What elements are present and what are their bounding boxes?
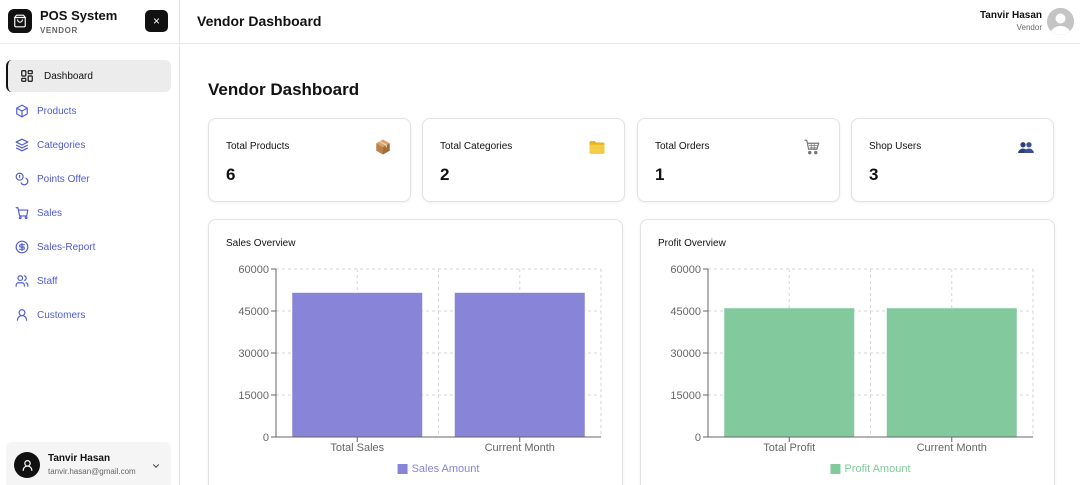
close-sidebar-button[interactable]: × [145, 10, 168, 32]
stat-label: Total Categories [440, 141, 513, 152]
chevron-down-icon [151, 458, 161, 476]
sidebar-nav: Dashboard Products Categories Points Off… [0, 60, 180, 332]
stat-card-total-categories: Total Categories 2 [422, 118, 625, 202]
avatar [14, 452, 40, 478]
legend-swatch [397, 464, 408, 474]
user-email: tanvir.hasan@gmail.com [48, 467, 136, 476]
people-icon [1017, 138, 1035, 156]
sidebar-item-label: Dashboard [44, 70, 93, 82]
sidebar-item-sales[interactable]: Sales [0, 196, 180, 230]
header-user-role: Vendor [1016, 23, 1042, 32]
grid-icon [19, 68, 35, 84]
sidebar-item-categories[interactable]: Categories [0, 128, 180, 162]
sidebar-item-label: Customers [37, 309, 86, 321]
sidebar-item-products[interactable]: Products [0, 94, 180, 128]
users-icon [14, 273, 30, 289]
cart-icon [14, 205, 30, 221]
shopping-cart-icon [803, 138, 821, 156]
box-icon [14, 103, 30, 119]
header-title: Vendor Dashboard [197, 13, 322, 29]
stat-card-total-products: Total Products 6 [208, 118, 411, 202]
chart-title: Profit Overview [658, 238, 726, 249]
y-tick-label: 60000 [670, 264, 701, 276]
stat-value: 2 [440, 165, 450, 184]
stat-label: Shop Users [869, 141, 922, 152]
layers-icon [14, 137, 30, 153]
user-icon [14, 307, 30, 323]
legend-swatch [830, 464, 841, 474]
y-tick-label: 15000 [238, 390, 269, 402]
sidebar-user-menu[interactable]: Tanvir Hasan tanvir.hasan@gmail.com [6, 442, 171, 485]
stat-value: 3 [869, 165, 879, 184]
sidebar-item-label: Sales [37, 207, 63, 219]
sidebar-item-dashboard[interactable]: Dashboard [6, 60, 171, 92]
stat-card-shop-users: Shop Users 3 [851, 118, 1054, 202]
sidebar-item-label: Categories [37, 139, 86, 151]
y-tick-label: 60000 [238, 264, 269, 276]
stat-value: 1 [655, 165, 665, 184]
coins-icon [14, 171, 30, 187]
package-icon [374, 138, 392, 156]
sidebar-item-points-offer[interactable]: Points Offer [0, 162, 180, 196]
dollar-circle-icon [14, 239, 30, 255]
sidebar-item-label: Products [37, 105, 77, 117]
sidebar-item-label: Sales-Report [37, 241, 96, 253]
sidebar-item-sales-report[interactable]: Sales-Report [0, 230, 180, 264]
x-tick-label: Total Sales [330, 442, 384, 454]
x-tick-label: Current Month [917, 442, 987, 454]
x-tick-label: Total Profit [763, 442, 815, 454]
profit-overview-card: Profit Overview 0 15000 30000 45000 60000 Tot… [640, 219, 1055, 485]
x-tick-label: Current Month [485, 442, 555, 454]
bar-current-month [886, 308, 1017, 437]
y-tick-label: 45000 [670, 306, 701, 318]
user-name: Tanvir Hasan [48, 453, 111, 464]
y-tick-label: 0 [263, 432, 269, 444]
stat-card-total-orders: Total Orders 1 [637, 118, 840, 202]
y-tick-label: 0 [695, 432, 701, 444]
sidebar-item-label: Staff [37, 275, 58, 287]
bar-current-month [454, 292, 585, 437]
sales-overview-card: Sales Overview 0 15000 30000 45000 60000 Tota… [208, 219, 623, 485]
header-user-name: Tanvir Hasan [979, 10, 1042, 21]
y-tick-label: 15000 [670, 390, 701, 402]
profit-overview-chart: 0 15000 30000 45000 60000 Total Profit Current… [670, 264, 1034, 475]
header-avatar[interactable] [1047, 8, 1074, 35]
stat-label: Total Products [226, 141, 290, 152]
stat-label: Total Orders [655, 141, 710, 152]
chart-legend: Profit Amount [830, 463, 911, 475]
sidebar-item-label: Points Offer [37, 173, 90, 185]
sidebar-item-staff[interactable]: Staff [0, 264, 180, 298]
page-title: Vendor Dashboard [208, 80, 360, 99]
top-header: Vendor Dashboard Tanvir Hasan Vendor [180, 0, 1080, 44]
shopping-bag-icon [8, 9, 32, 33]
brand-title: POS System [40, 8, 118, 23]
legend-label: Sales Amount [412, 463, 480, 475]
brand-subtitle: VENDOR [40, 26, 78, 35]
legend-label: Profit Amount [844, 463, 910, 475]
bar-total-sales [292, 292, 423, 437]
sales-overview-chart: 0 15000 30000 45000 60000 Total Sales Current … [238, 264, 602, 475]
y-tick-label: 30000 [238, 348, 269, 360]
folder-icon [588, 138, 606, 156]
y-tick-label: 30000 [670, 348, 701, 360]
bar-total-profit [724, 308, 855, 437]
y-tick-label: 45000 [238, 306, 269, 318]
chart-legend: Sales Amount [397, 463, 480, 475]
sidebar-item-customers[interactable]: Customers [0, 298, 180, 332]
stat-value: 6 [226, 165, 236, 184]
chart-title: Sales Overview [226, 238, 296, 249]
brand-header: POS System VENDOR × [0, 0, 180, 44]
sidebar: POS System VENDOR × Dashboard Products [0, 0, 180, 485]
